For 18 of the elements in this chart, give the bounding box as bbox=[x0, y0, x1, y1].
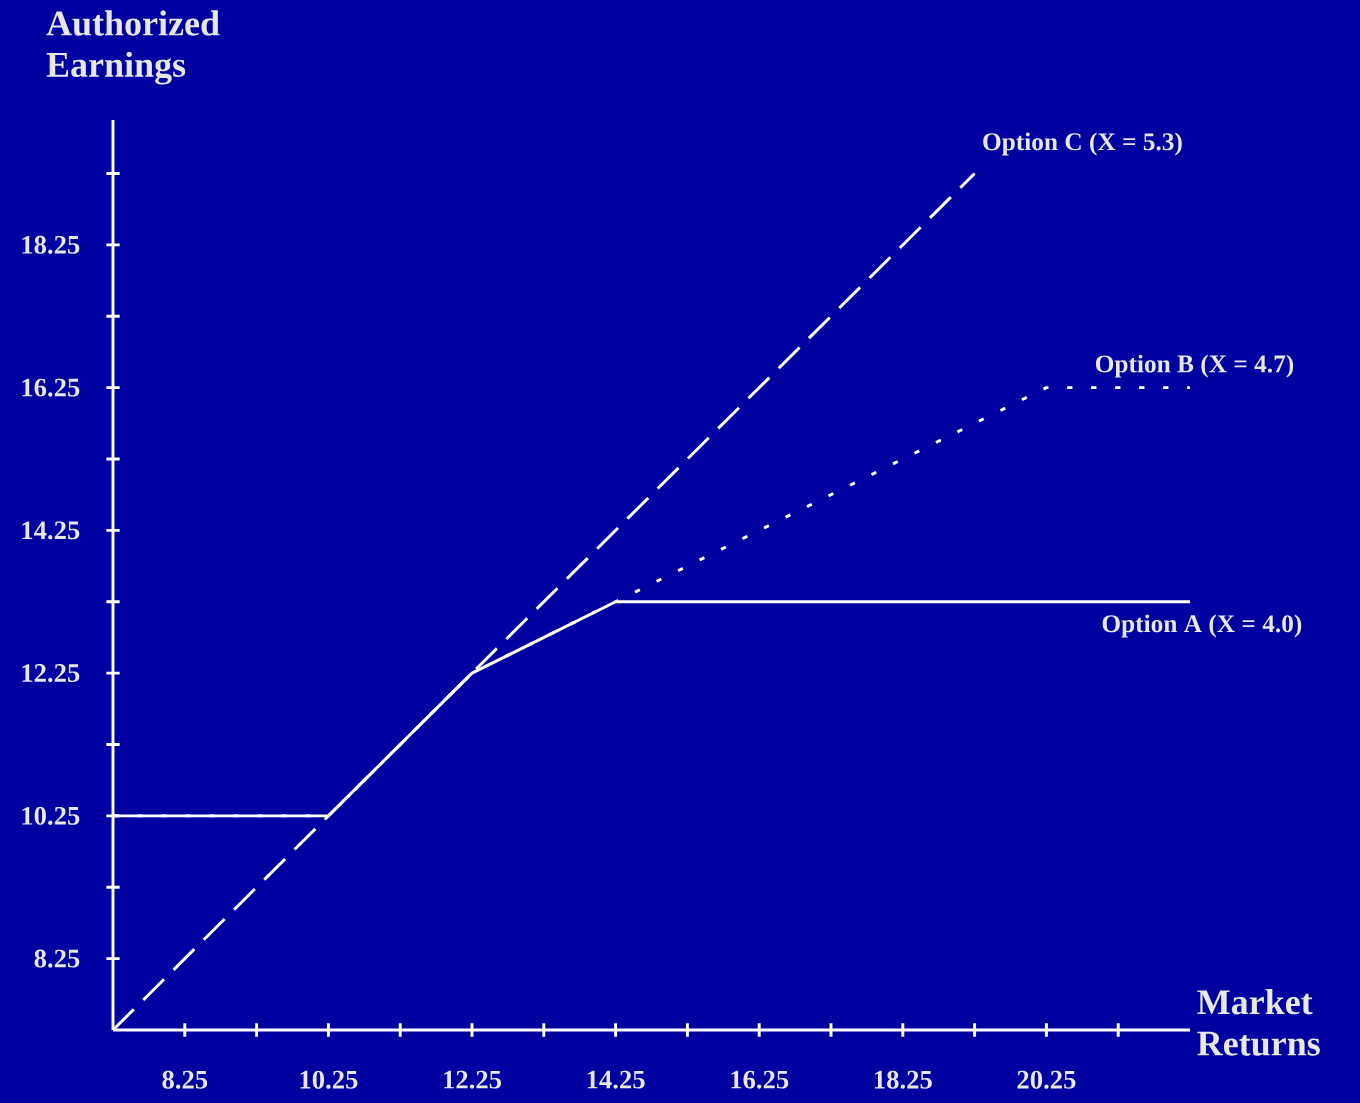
x-axis-title: Market Returns bbox=[1197, 989, 1320, 1056]
series-label: Option B (X = 4.7) bbox=[1095, 354, 1294, 378]
x-tick-label: 10.25 bbox=[300, 1070, 358, 1089]
y-tick-label: 12.25 bbox=[22, 664, 80, 683]
series-label: Option C (X = 5.3) bbox=[983, 132, 1182, 156]
x-tick-label: 8.25 bbox=[162, 1070, 208, 1089]
y-tick-label: 10.25 bbox=[22, 806, 80, 825]
x-tick-label: 14.25 bbox=[587, 1070, 645, 1089]
series-label: Option A (X = 4.0) bbox=[1102, 614, 1302, 638]
y-tick-label: 8.25 bbox=[34, 949, 80, 968]
x-tick-label: 18.25 bbox=[874, 1070, 932, 1089]
y-tick-label: 18.25 bbox=[22, 235, 80, 254]
x-tick-label: 12.25 bbox=[444, 1070, 502, 1089]
x-tick-label: 20.25 bbox=[1017, 1070, 1076, 1089]
y-axis-title: Authorized Earnings bbox=[46, 10, 220, 85]
x-tick-label: 16.25 bbox=[731, 1070, 789, 1089]
y-tick-label: 16.25 bbox=[22, 378, 80, 397]
y-tick-label: 14.25 bbox=[22, 521, 80, 540]
